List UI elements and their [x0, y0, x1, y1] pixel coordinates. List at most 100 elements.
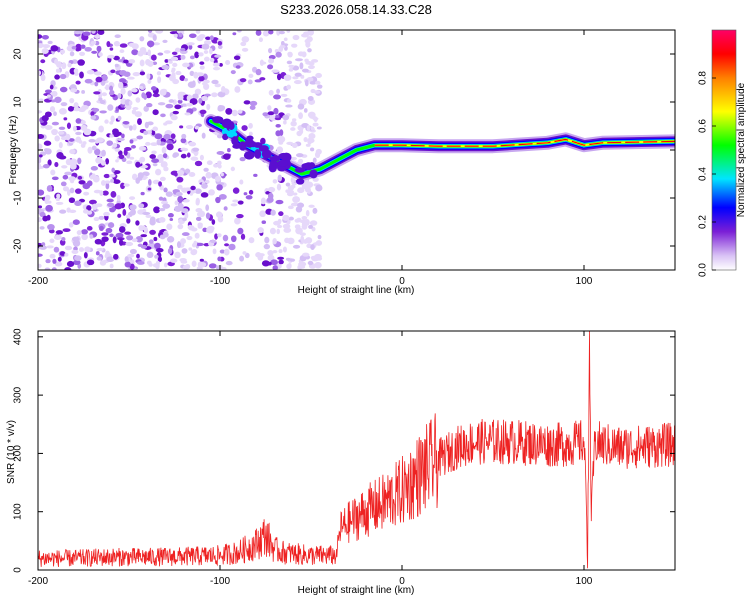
noise-speck: [63, 117, 68, 121]
noise-speck: [141, 92, 146, 99]
spectrogram-x-tick-label: 0: [399, 276, 405, 287]
signal-blob: [294, 167, 306, 173]
noise-speck: [59, 251, 66, 256]
noise-speck: [54, 58, 59, 65]
noise-speck: [110, 115, 115, 123]
noise-speck: [147, 30, 153, 33]
noise-speck: [124, 261, 131, 268]
noise-speck: [165, 103, 174, 109]
colorbar-tick-label: 0.8: [698, 71, 709, 85]
noise-speck: [271, 69, 280, 73]
noise-speck: [98, 215, 105, 220]
noise-speck: [60, 181, 67, 187]
noise-speck: [73, 102, 79, 108]
noise-speck: [174, 205, 183, 212]
noise-speck: [139, 59, 145, 67]
noise-speck: [205, 171, 212, 179]
noise-speck: [54, 96, 62, 103]
noise-speck: [38, 165, 45, 169]
noise-speck: [38, 70, 42, 76]
noise-speck: [290, 202, 299, 207]
noise-speck: [99, 100, 106, 105]
noise-speck: [309, 147, 315, 152]
noise-speck: [163, 133, 171, 140]
noise-speck: [38, 154, 43, 158]
noise-speck: [223, 206, 228, 211]
noise-speck: [240, 233, 246, 240]
noise-speck: [94, 81, 99, 87]
noise-speck: [99, 110, 107, 114]
noise-speck: [268, 89, 274, 96]
noise-speck: [168, 60, 173, 64]
noise-speck: [174, 104, 182, 110]
noise-speck: [209, 57, 215, 63]
signal-blob: [243, 151, 255, 160]
noise-speck: [105, 250, 110, 257]
noise-speck: [282, 214, 290, 221]
noise-speck: [81, 104, 89, 110]
noise-speck: [233, 55, 241, 61]
signal-blob: [295, 178, 305, 185]
noise-speck: [75, 80, 81, 85]
noise-speck: [101, 236, 109, 242]
noise-speck: [188, 247, 193, 251]
noise-speck: [158, 196, 164, 201]
noise-speck: [138, 203, 145, 209]
noise-speck: [139, 71, 146, 76]
noise-speck: [55, 68, 60, 73]
snr-x-tick-label: -200: [28, 576, 48, 587]
noise-speck: [209, 35, 214, 41]
noise-speck: [155, 168, 162, 176]
noise-speck: [308, 62, 315, 66]
noise-speck: [211, 79, 219, 85]
signal-blob: [227, 121, 235, 131]
noise-speck: [39, 226, 45, 230]
noise-speck: [163, 166, 169, 172]
noise-speck: [103, 211, 110, 217]
noise-speck: [119, 49, 125, 54]
noise-speck: [81, 90, 86, 94]
noise-speck: [283, 74, 292, 81]
noise-speck: [129, 139, 134, 144]
noise-speck: [163, 50, 171, 54]
noise-speck: [186, 95, 191, 101]
noise-speck: [169, 31, 178, 35]
noise-speck: [51, 176, 59, 181]
signal-blob: [276, 159, 288, 167]
noise-speck: [123, 183, 130, 187]
noise-speck: [277, 135, 286, 143]
noise-speck: [56, 152, 64, 159]
noise-speck: [93, 216, 100, 222]
noise-speck: [86, 226, 93, 231]
noise-speck: [124, 231, 132, 235]
noise-speck: [221, 266, 227, 270]
noise-speck: [269, 115, 278, 122]
noise-speck: [234, 86, 241, 93]
noise-speck: [166, 223, 173, 231]
noise-speck: [296, 130, 303, 137]
noise-speck: [248, 131, 253, 136]
noise-speck: [177, 195, 184, 203]
noise-speck: [257, 254, 264, 261]
noise-speck: [104, 180, 111, 184]
noise-speck: [312, 207, 318, 214]
noise-speck: [130, 144, 136, 149]
noise-speck: [218, 193, 227, 200]
noise-speck: [136, 135, 144, 140]
noise-speck: [81, 233, 88, 241]
noise-speck: [192, 93, 199, 100]
noise-speck: [116, 194, 121, 202]
noise-speck: [38, 44, 44, 49]
noise-speck: [106, 140, 114, 147]
noise-speck: [53, 111, 57, 117]
noise-speck: [278, 249, 283, 254]
noise-speck: [140, 225, 147, 231]
noise-speck: [147, 49, 152, 57]
noise-speck: [216, 150, 225, 155]
noise-speck: [140, 164, 149, 169]
noise-speck: [297, 103, 305, 110]
noise-speck: [102, 190, 109, 196]
noise-speck: [272, 265, 278, 270]
noise-speck: [296, 153, 304, 158]
noise-speck: [55, 230, 64, 235]
